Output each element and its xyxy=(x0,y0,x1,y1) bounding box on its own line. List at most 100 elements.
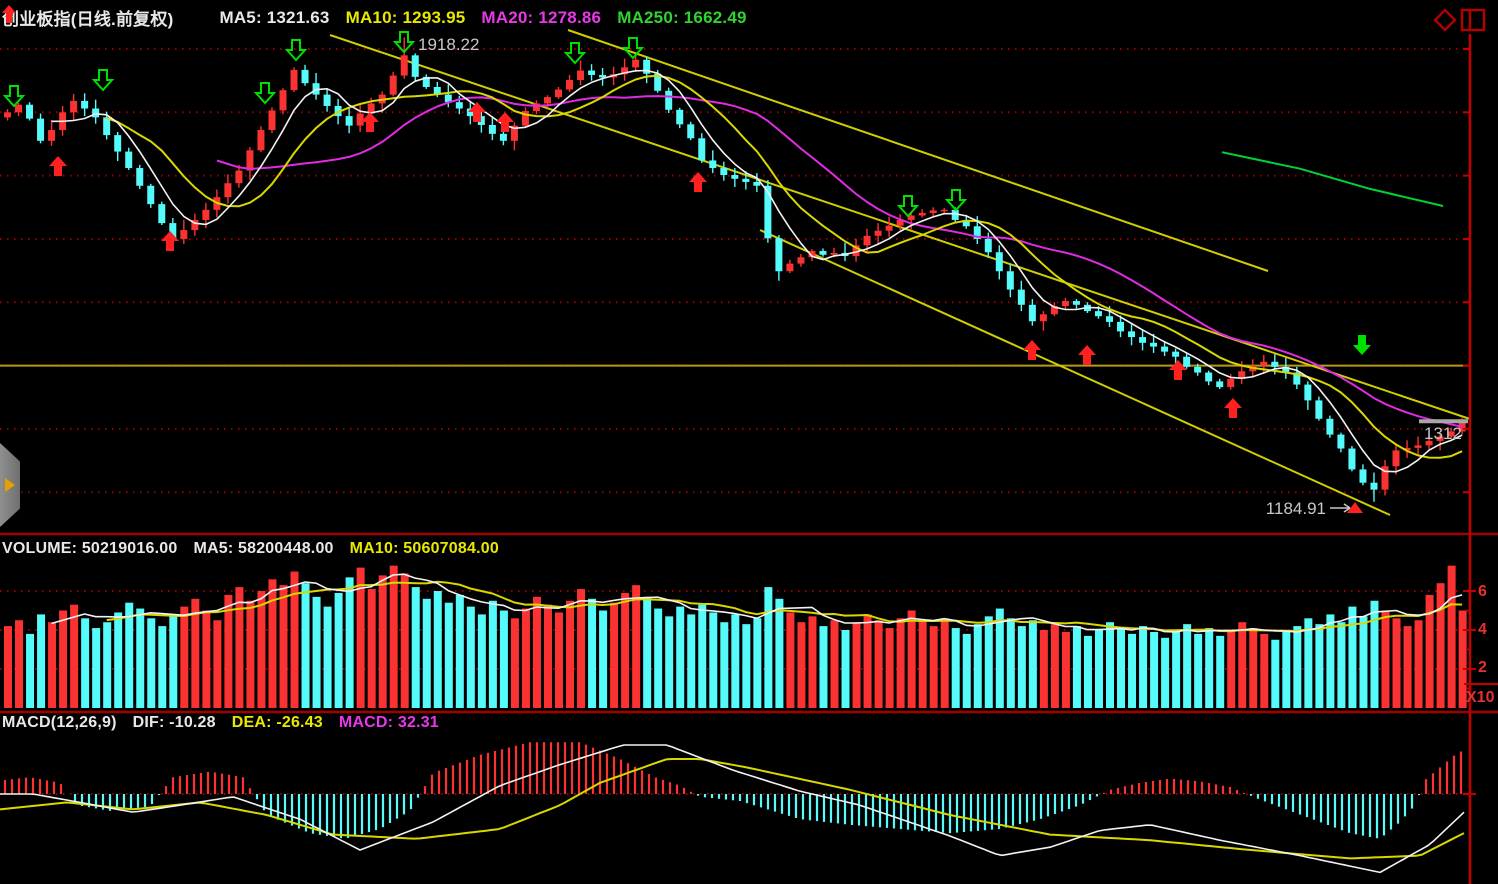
candle[interactable] xyxy=(885,216,893,238)
candle[interactable] xyxy=(555,86,562,100)
volume-bar[interactable] xyxy=(929,626,938,708)
volume-bar[interactable] xyxy=(59,610,68,709)
volume-bar[interactable] xyxy=(1238,622,1247,708)
volume-bar[interactable] xyxy=(1028,620,1037,708)
buy-signal-arrow[interactable] xyxy=(49,156,67,176)
alert-down-arrow[interactable] xyxy=(1353,335,1371,355)
volume-bar[interactable] xyxy=(1061,631,1070,708)
candle[interactable] xyxy=(1072,299,1080,309)
volume-bar[interactable] xyxy=(764,587,773,708)
volume-bar[interactable] xyxy=(1381,610,1390,709)
candle[interactable] xyxy=(125,147,133,170)
volume-bar[interactable] xyxy=(1370,600,1379,708)
volume-bar[interactable] xyxy=(1436,583,1445,708)
volume-bar[interactable] xyxy=(775,598,784,708)
panel-expand-handle[interactable] xyxy=(0,443,20,527)
candle[interactable] xyxy=(1381,459,1389,496)
candle[interactable] xyxy=(477,108,485,133)
volume-bar[interactable] xyxy=(224,594,233,708)
candle[interactable] xyxy=(1150,333,1158,353)
volume-bar[interactable] xyxy=(588,598,597,708)
volume-bar[interactable] xyxy=(720,622,729,708)
candle[interactable] xyxy=(1260,354,1268,374)
candle[interactable] xyxy=(235,164,243,188)
volume-bar[interactable] xyxy=(1458,610,1467,709)
volume-bar[interactable] xyxy=(555,612,563,708)
volume-bar[interactable] xyxy=(290,571,299,709)
volume-bar[interactable] xyxy=(1304,618,1313,708)
volume-bar[interactable] xyxy=(48,622,57,708)
sell-signal-arrow[interactable] xyxy=(2,85,26,108)
candle[interactable] xyxy=(1348,445,1356,472)
volume-bar[interactable] xyxy=(907,610,916,709)
volume-bar[interactable] xyxy=(1227,630,1236,708)
volume-bar[interactable] xyxy=(444,602,453,708)
candle[interactable] xyxy=(466,101,474,125)
candle[interactable] xyxy=(588,64,596,81)
candle[interactable] xyxy=(797,254,805,267)
candle[interactable] xyxy=(720,161,728,181)
volume-bar[interactable] xyxy=(26,633,35,708)
volume-bar[interactable] xyxy=(510,618,519,708)
volume-bar[interactable] xyxy=(4,626,12,708)
candle[interactable] xyxy=(599,67,607,86)
candle[interactable] xyxy=(1436,433,1444,451)
volume-bar[interactable] xyxy=(400,573,409,708)
volume-bar[interactable] xyxy=(488,600,497,708)
volume-bar[interactable] xyxy=(147,618,156,708)
candle[interactable] xyxy=(929,207,937,217)
volume-bar[interactable] xyxy=(863,614,872,708)
volume-bar[interactable] xyxy=(37,614,46,708)
volume-bar[interactable] xyxy=(1315,624,1324,708)
volume-bar[interactable] xyxy=(852,622,861,708)
candle[interactable] xyxy=(279,88,287,115)
volume-bar[interactable] xyxy=(411,587,420,708)
candle[interactable] xyxy=(621,58,629,81)
candle[interactable] xyxy=(819,248,827,257)
volume-bar[interactable] xyxy=(786,612,795,708)
buy-signal-arrow[interactable] xyxy=(1224,398,1242,418)
volume-bar[interactable] xyxy=(599,610,608,709)
candle[interactable] xyxy=(147,183,155,208)
volume-bar[interactable] xyxy=(180,606,189,708)
candle[interactable] xyxy=(995,245,1003,280)
volume-bar[interactable] xyxy=(1072,626,1081,708)
candle[interactable] xyxy=(709,150,717,174)
volume-bar[interactable] xyxy=(268,579,277,708)
candle[interactable] xyxy=(676,107,684,129)
volume-bar[interactable] xyxy=(422,598,431,708)
volume-bar[interactable] xyxy=(1139,626,1148,708)
candle[interactable] xyxy=(1315,396,1323,421)
candle[interactable] xyxy=(4,109,11,121)
volume-bar[interactable] xyxy=(1128,633,1137,708)
candle[interactable] xyxy=(521,107,529,128)
candle[interactable] xyxy=(345,108,353,134)
volume-bar[interactable] xyxy=(15,620,24,708)
candle[interactable] xyxy=(1392,443,1400,475)
volume-bar[interactable] xyxy=(1183,624,1192,708)
candle[interactable] xyxy=(356,104,364,132)
volume-bar[interactable] xyxy=(621,592,630,708)
sell-signal-arrow[interactable] xyxy=(91,69,115,92)
volume-bar[interactable] xyxy=(632,585,641,708)
candle[interactable] xyxy=(1117,315,1125,338)
volume-bar[interactable] xyxy=(1271,639,1280,708)
candle[interactable] xyxy=(742,171,750,190)
candle[interactable] xyxy=(246,147,254,181)
volume-bar[interactable] xyxy=(808,616,817,708)
volume-bar[interactable] xyxy=(885,628,894,708)
candle[interactable] xyxy=(180,219,188,245)
candle[interactable] xyxy=(577,60,585,86)
volume-bar[interactable] xyxy=(378,575,387,708)
candle[interactable] xyxy=(698,133,706,163)
candle[interactable] xyxy=(841,242,849,262)
candle[interactable] xyxy=(852,238,860,262)
volume-bar[interactable] xyxy=(1260,633,1269,708)
sell-signal-arrow[interactable] xyxy=(392,31,416,54)
candle[interactable] xyxy=(1414,436,1422,455)
candle[interactable] xyxy=(962,214,970,229)
volume-bar[interactable] xyxy=(543,604,552,708)
candle[interactable] xyxy=(158,201,166,226)
volume-bar[interactable] xyxy=(962,633,971,708)
